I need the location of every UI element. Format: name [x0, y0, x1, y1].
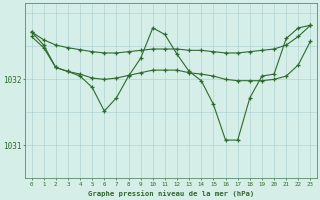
X-axis label: Graphe pression niveau de la mer (hPa): Graphe pression niveau de la mer (hPa): [88, 190, 254, 197]
